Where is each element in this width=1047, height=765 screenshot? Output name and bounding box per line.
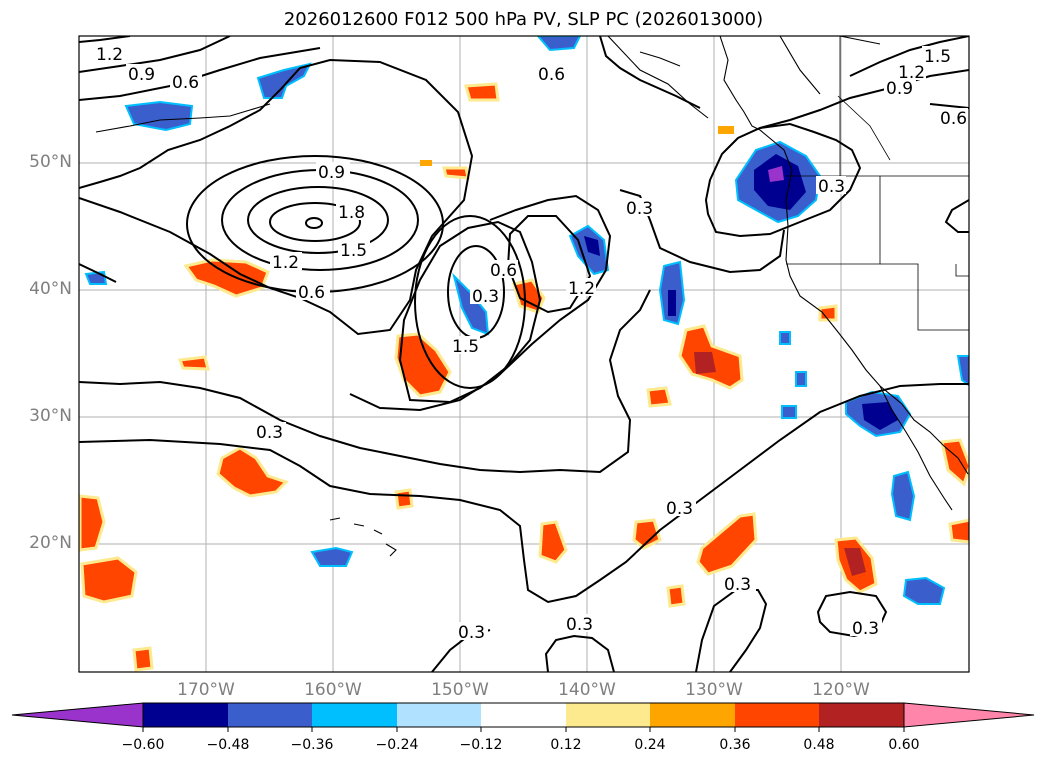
colorbar-tick-label: 0.24 [634,737,666,753]
contour-label: 0.3 [626,199,653,219]
lon-label-170w: 170°W [177,680,235,700]
contour-label: 0.6 [490,261,517,281]
contour-label: 1.2 [96,45,123,65]
colorbar-bin [735,703,819,727]
colorbar-bin [228,703,312,727]
lon-label-160w: 160°W [304,680,362,700]
lon-label-140w: 140°W [558,680,616,700]
lon-label-130w: 130°W [685,680,743,700]
contour-label: 1.5 [340,241,367,261]
colorbar-tick-label: −0.60 [121,737,165,753]
contour-label: 0.6 [538,65,565,85]
colorbar-bin [481,703,566,727]
contour-label: 0.9 [886,79,913,99]
contour-label: 1.2 [272,253,299,273]
map-frame [78,35,970,673]
lat-label-20n: 20°N [29,533,72,553]
lat-label-30n: 30°N [29,406,72,426]
contour-label: 0.3 [852,619,879,639]
colorbar-min-extend [11,702,144,728]
colorbar-tick-label: −0.48 [206,737,250,753]
colorbar [11,702,1035,732]
map-title: 2026012600 F012 500 hPa PV, SLP PC (2026… [283,9,764,30]
contour-label: 0.9 [318,163,345,183]
coastlines [95,36,969,557]
colorbar-bin [650,703,735,727]
colorbar-tick-label: −0.36 [290,737,334,753]
contour-label: 0.3 [818,177,845,197]
lon-label-150w: 150°W [431,680,489,700]
colorbar-tick-label: 0.36 [719,737,751,753]
lat-label-40n: 40°N [29,279,72,299]
colorbar-tick-label: −0.12 [459,737,503,753]
contour-labels: 1.2 0.9 0.6 0.6 1.5 1.2 0.9 0.6 0.9 1.8 … [94,44,968,643]
colorbar-bin [143,703,228,727]
contour-label: 1.2 [568,279,595,299]
colorbar-bin [397,703,481,727]
lat-label-50n: 50°N [29,152,72,172]
colorbar-tick-label: −0.24 [375,737,419,753]
contour-label: 0.9 [128,65,155,85]
contour-label: 0.3 [472,287,499,307]
contour-label: 0.6 [298,283,325,303]
contour-label: 0.3 [666,499,693,519]
colorbar-tick-label: 0.60 [888,737,920,753]
colorbar-bin [566,703,650,727]
contour-label: 1.5 [924,47,951,67]
contour-label: 0.3 [458,623,485,643]
contour-label: 0.3 [566,615,593,635]
contour-label: 0.6 [172,73,199,93]
contour-label: 1.8 [338,203,365,223]
contour-label: 0.6 [940,109,967,129]
positive-pv-anomalies [79,82,969,672]
contour-label: 0.3 [724,575,751,595]
colorbar-bin [819,703,904,727]
map-background [79,36,969,672]
colorbar-bin [312,703,397,727]
contour-label: 0.3 [256,423,283,443]
contour-label: 1.5 [452,337,479,357]
colorbar-max-extend [903,702,1035,728]
colorbar-tick-label: 0.48 [803,737,835,753]
colorbar-tick-label: 0.12 [550,737,582,753]
lon-label-120w: 120°W [812,680,870,700]
